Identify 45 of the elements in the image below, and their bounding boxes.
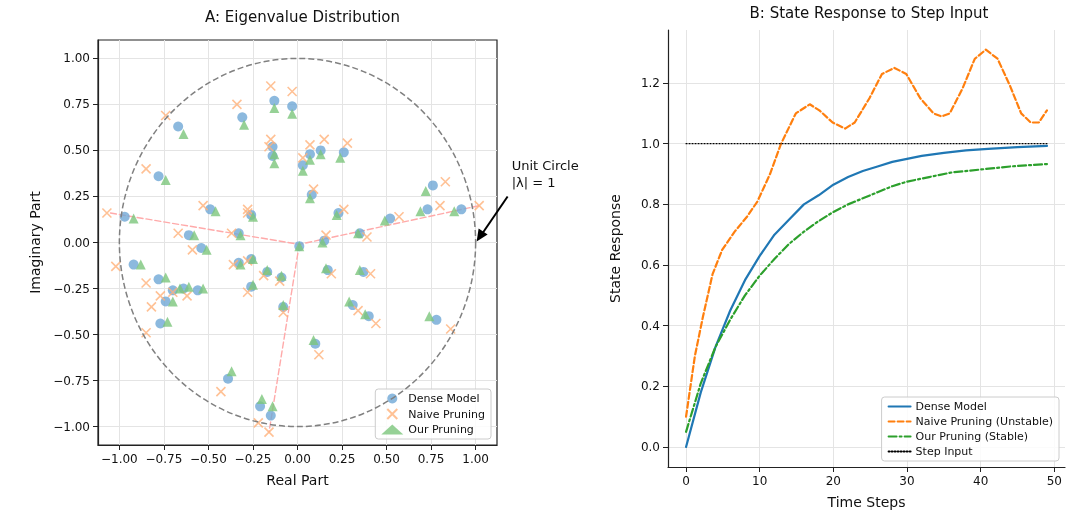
x-tick-label: 0.50 [373, 452, 400, 466]
y-tick-label: 1.2 [640, 76, 660, 91]
y-tick-label: −0.25 [53, 281, 90, 296]
chart-title: A: Eigenvalue Distribution [205, 7, 400, 26]
x-tick-label: −1.00 [100, 452, 138, 466]
text: Unit Circle |λ| = 1 [511, 157, 579, 190]
y-tick-label: 0.75 [63, 97, 90, 112]
y-tick-label: 0.25 [63, 189, 90, 204]
y-tick-label: 0.2 [640, 379, 660, 394]
y-tick-label: 0.50 [63, 143, 90, 158]
x-tick-label: 10 [752, 474, 768, 488]
x-tick-label: 1.00 [462, 452, 489, 466]
y-tick-label: −0.50 [53, 327, 90, 342]
x-axis-title: Time Steps [826, 494, 906, 510]
x-tick-label: 50 [1046, 474, 1062, 488]
x-tick-label: 0.00 [284, 452, 311, 466]
x-tick-label: 0.75 [417, 452, 445, 466]
y-tick-label: 0.8 [640, 197, 660, 212]
x-tick-label: −0.25 [234, 452, 272, 466]
y-tick-label: 1.0 [640, 136, 660, 151]
legend-label: Our Pruning (Stable) [915, 430, 1029, 443]
y-tick-label: 0.00 [63, 235, 90, 250]
legend-label: Dense Model [915, 400, 987, 413]
y-tick-label: −0.75 [53, 373, 90, 388]
x-tick-label: 40 [973, 474, 989, 488]
x-tick-label: 0 [682, 474, 690, 488]
legend-label: Step Input [915, 445, 974, 458]
chart-title: B: State Response to Step Input [749, 3, 989, 22]
y-tick-label: 0.0 [640, 439, 660, 454]
y-tick-label: 0.6 [640, 258, 660, 273]
y-tick-label: 0.4 [640, 318, 660, 333]
legend-label: Dense Model [408, 392, 480, 405]
x-tick-label: −0.75 [145, 452, 183, 466]
x-tick-label: −0.50 [190, 452, 227, 466]
legend-label: Naive Pruning [408, 407, 485, 421]
x-axis-title: Real Part [266, 472, 330, 488]
x-tick-label: 0.25 [328, 452, 356, 466]
x-tick-label: 20 [825, 474, 841, 488]
legend-label: Our Pruning [408, 423, 474, 436]
y-tick-label: 1.00 [63, 51, 90, 66]
y-axis-title: State Response [607, 194, 623, 303]
y-tick-label: −1.00 [53, 419, 90, 434]
x-tick-label: 30 [899, 474, 915, 488]
legend-label: Naive Pruning (Unstable) [915, 415, 1054, 428]
y-axis-title: Imaginary Part [27, 190, 44, 294]
